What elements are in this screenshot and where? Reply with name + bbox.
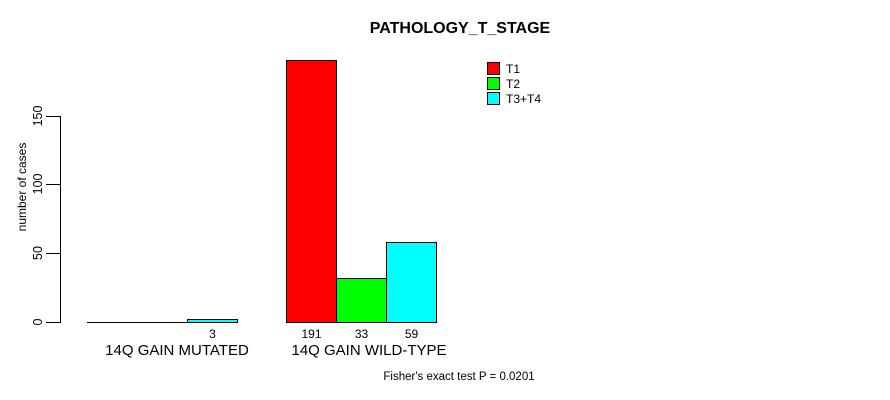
category-label-14q-gain-wild-type: 14Q GAIN WILD-TYPE xyxy=(291,342,447,359)
bar-value-label: 33 xyxy=(354,327,369,341)
y-tick-label: 50 xyxy=(31,246,45,260)
chart-title: PATHOLOGY_T_STAGE xyxy=(369,20,551,37)
legend-swatch-t3-t4 xyxy=(487,92,500,105)
y-axis-label: number of cases xyxy=(15,142,29,232)
legend-row-t2: T2 xyxy=(487,76,541,91)
bar-value-label: 59 xyxy=(404,327,419,341)
legend: T1 T2 T3+T4 xyxy=(487,61,541,106)
category-label-14q-gain-mutated: 14Q GAIN MUTATED xyxy=(105,342,249,359)
y-axis-line xyxy=(60,116,61,323)
y-tick-label: 0 xyxy=(31,318,45,326)
bar-t2-14q-gain-mutated xyxy=(137,322,188,323)
bar-t2-14q-gain-wild-type xyxy=(336,278,387,323)
legend-swatch-t2 xyxy=(487,77,500,90)
legend-swatch-t1 xyxy=(487,62,500,75)
bar-t1-14q-gain-wild-type xyxy=(286,60,337,323)
legend-label: T3+T4 xyxy=(506,91,542,106)
legend-label: T1 xyxy=(506,61,521,76)
legend-row-t1: T1 xyxy=(487,61,541,76)
y-tick xyxy=(46,253,60,254)
bar-t1-14q-gain-mutated xyxy=(87,322,138,323)
y-tick-label: 150 xyxy=(31,105,45,127)
y-tick xyxy=(46,322,60,323)
legend-row-t3-t4: T3+T4 xyxy=(487,91,541,106)
y-tick xyxy=(46,116,60,117)
y-tick-label: 100 xyxy=(31,173,45,195)
annotation-text: Fisher's exact test P = 0.0201 xyxy=(383,371,535,383)
bar-t3-t4-14q-gain-mutated xyxy=(187,319,238,323)
bar-value-label: 191 xyxy=(301,327,322,341)
legend-label: T2 xyxy=(506,76,521,91)
bar-value-label: 3 xyxy=(209,327,216,341)
y-tick xyxy=(46,184,60,185)
bar-t3-t4-14q-gain-wild-type xyxy=(386,242,437,323)
